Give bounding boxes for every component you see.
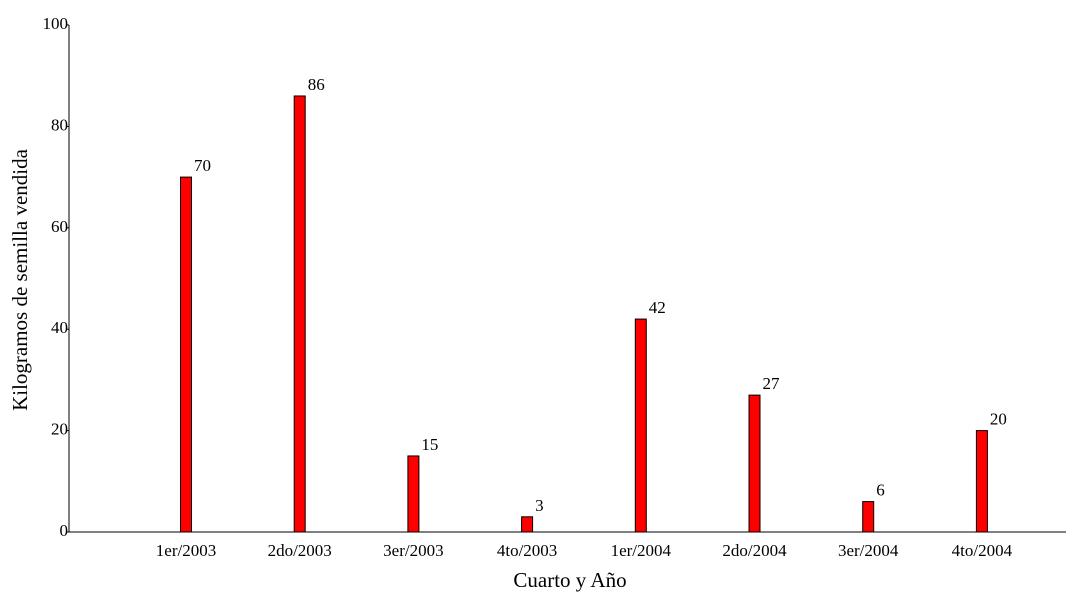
data-label: 86 (308, 75, 325, 94)
data-label: 6 (876, 481, 885, 500)
data-labels-group: 70 86 15 3 42 27 6 20 (194, 75, 1007, 515)
y-tick-label: 80 (51, 115, 68, 134)
data-label: 3 (535, 496, 544, 515)
bar (407, 455, 420, 533)
x-tick-label: 3er/2003 (383, 541, 443, 560)
x-tick-label: 1er/2004 (611, 541, 672, 560)
data-label: 70 (194, 156, 211, 175)
chart-axes (68, 25, 1066, 533)
x-tick-label: 2do/2003 (268, 541, 332, 560)
bar (293, 95, 306, 533)
x-tick-label: 3er/2004 (838, 541, 899, 560)
y-tick-label: 0 (60, 521, 69, 540)
x-tick-label: 4to/2003 (497, 541, 557, 560)
bar (748, 394, 761, 533)
data-label: 20 (990, 410, 1007, 429)
data-label: 42 (649, 298, 666, 317)
bar (862, 501, 875, 533)
data-label: 15 (421, 435, 438, 454)
bar (180, 176, 192, 533)
y-tick-label: 20 (51, 420, 68, 439)
x-tick-label: 2do/2004 (722, 541, 787, 560)
bar (634, 318, 647, 533)
data-label: 27 (763, 374, 781, 393)
y-tick-label: 60 (51, 217, 68, 236)
x-tick-label: 1er/2003 (156, 541, 216, 560)
x-tick-label: 4to/2004 (952, 541, 1013, 560)
x-axis-title: Cuarto y Año (513, 568, 626, 592)
category-labels-group: 1er/2003 2do/2003 3er/2003 4to/2003 1er/2004… (156, 541, 1013, 560)
bars-group (180, 95, 988, 533)
bar (521, 516, 534, 533)
bar (975, 430, 988, 533)
y-axis-title: Kilogramos de semilla vendida (8, 148, 32, 411)
y-axis-ticks: 0 20 40 60 80 100 (43, 14, 69, 540)
y-tick-label: 100 (43, 14, 69, 33)
y-tick-label: 40 (51, 318, 68, 337)
